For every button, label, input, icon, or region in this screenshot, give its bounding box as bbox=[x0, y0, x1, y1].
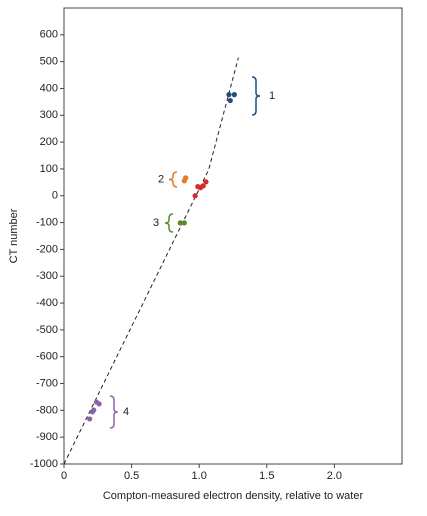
y-tick-label: -200 bbox=[36, 243, 58, 255]
y-tick-label: 200 bbox=[40, 136, 58, 148]
y-tick-label: 600 bbox=[40, 29, 58, 41]
group-brace bbox=[168, 171, 178, 188]
y-tick-label: -800 bbox=[36, 404, 58, 416]
y-tick-label: -100 bbox=[36, 216, 58, 228]
x-tick-label: 1.0 bbox=[192, 470, 207, 482]
data-point bbox=[89, 409, 95, 415]
data-point bbox=[192, 193, 198, 199]
y-tick-label: -400 bbox=[36, 297, 58, 309]
y-tick-label: -600 bbox=[36, 351, 58, 363]
x-tick-label: 0.5 bbox=[124, 470, 139, 482]
group-brace bbox=[251, 76, 261, 116]
y-axis-title: CT number bbox=[8, 208, 20, 263]
data-point bbox=[200, 183, 206, 189]
y-tick-label: 500 bbox=[40, 56, 58, 68]
x-tick-label: 2.0 bbox=[327, 470, 342, 482]
fit-line bbox=[63, 57, 239, 465]
group-label: 2 bbox=[158, 173, 164, 185]
x-tick-label: 0 bbox=[61, 470, 67, 482]
data-point bbox=[231, 92, 237, 98]
data-point bbox=[87, 416, 93, 422]
group-brace bbox=[109, 395, 119, 429]
y-tick-label: 300 bbox=[40, 109, 58, 121]
y-tick-label: 400 bbox=[40, 82, 58, 94]
group-label: 1 bbox=[269, 90, 275, 102]
data-point bbox=[181, 220, 187, 226]
y-tick-label: -300 bbox=[36, 270, 58, 282]
y-tick-label: -500 bbox=[36, 324, 58, 336]
data-point bbox=[203, 179, 209, 185]
group-label: 4 bbox=[123, 406, 129, 418]
x-axis-title: Compton-measured electron density, relat… bbox=[103, 490, 364, 502]
plot-frame bbox=[63, 7, 403, 465]
data-point bbox=[227, 97, 233, 104]
y-tick-label: 100 bbox=[40, 163, 58, 175]
y-tick-label: 0 bbox=[52, 190, 58, 202]
data-point bbox=[177, 220, 183, 226]
y-tick-label: -700 bbox=[36, 377, 58, 389]
y-tick-label: -900 bbox=[36, 431, 58, 443]
group-brace bbox=[164, 213, 174, 233]
data-point bbox=[183, 175, 189, 181]
x-tick-label: 1.5 bbox=[259, 470, 274, 482]
group-label: 3 bbox=[153, 217, 159, 229]
data-point bbox=[226, 92, 232, 98]
y-tick-label: -1000 bbox=[30, 458, 58, 470]
data-point bbox=[96, 401, 102, 407]
